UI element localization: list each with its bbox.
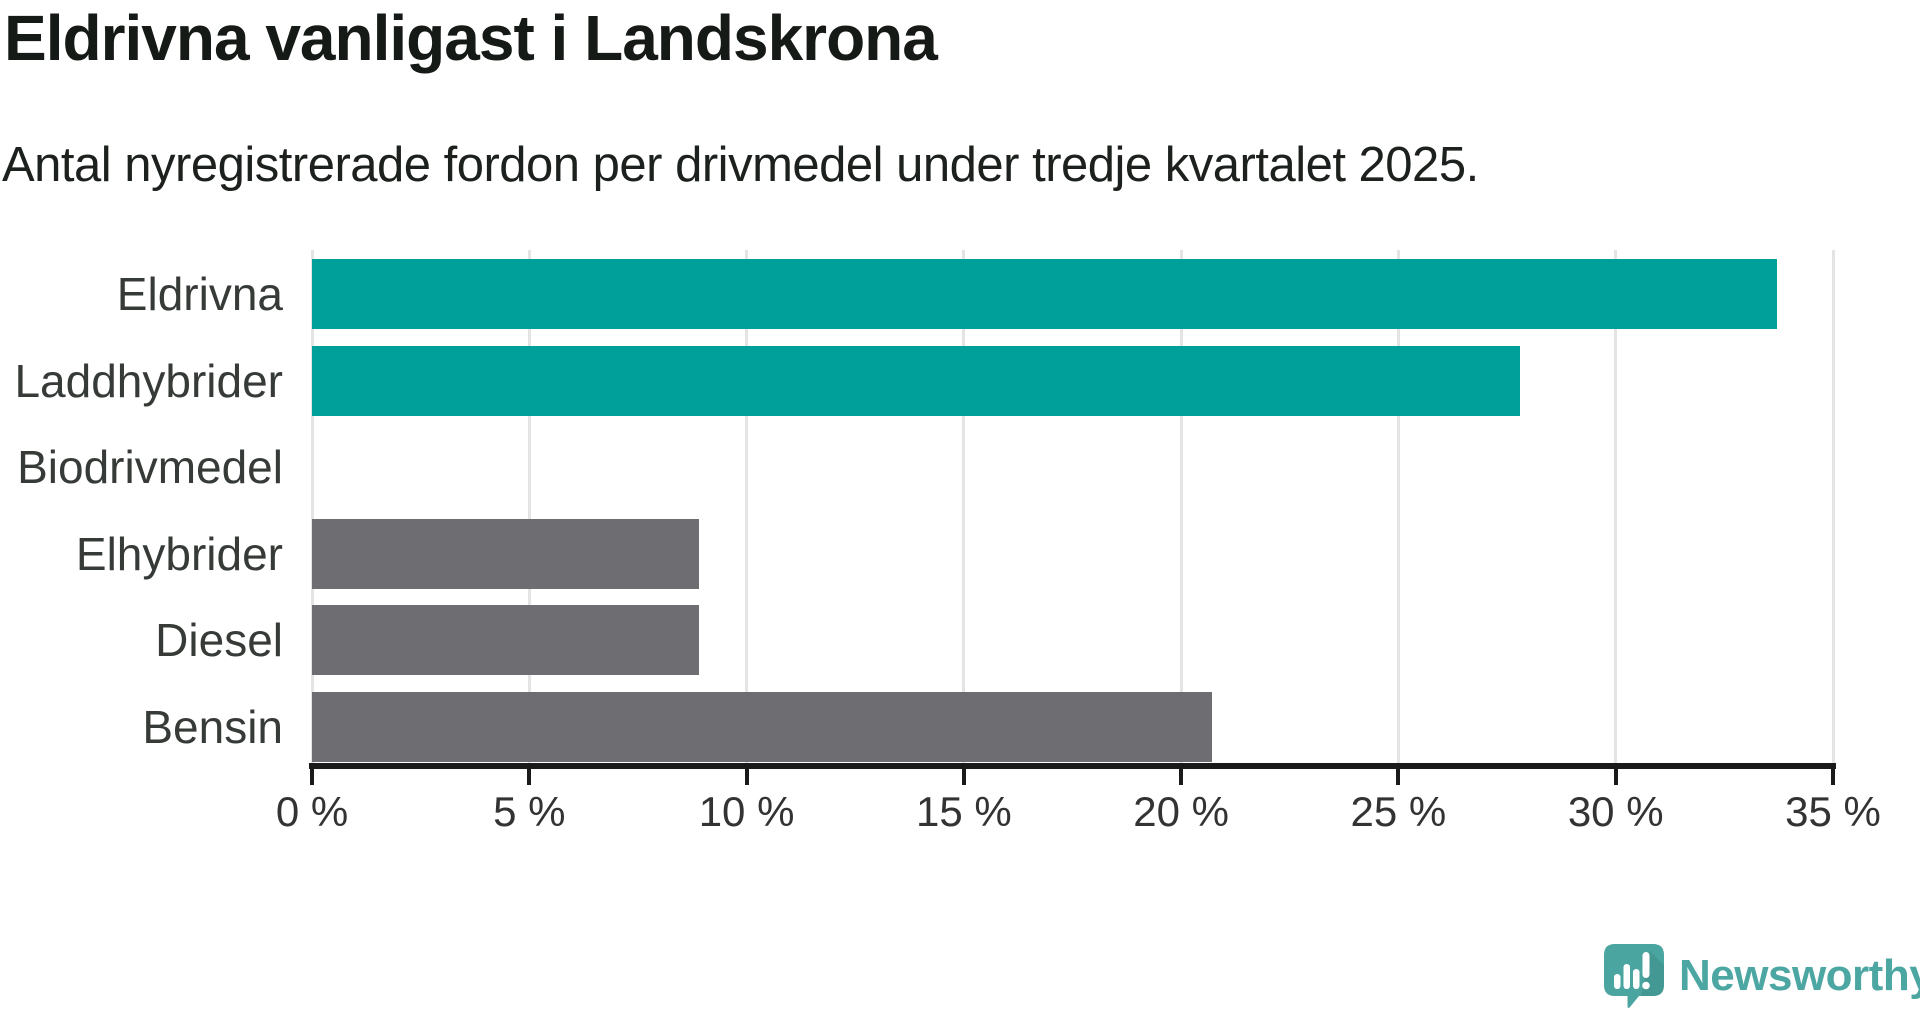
x-axis-tick [527,769,532,785]
x-axis-tick-label: 0 % [275,788,349,835]
category-label: Biodrivmedel [17,441,283,493]
gridline [310,250,314,763]
gridline [1614,250,1618,763]
gridline [962,250,966,763]
newsworthy-bubble-chart-icon [1604,944,1664,1008]
category-label: Eldrivna [116,268,283,320]
bar-elhybrider [312,518,699,589]
chart-subtitle: Antal nyregistrerade fordon per drivmede… [2,138,1479,192]
category-label: Bensin [142,700,283,753]
gridline [527,250,531,763]
x-axis-tick-label: 5 % [493,788,566,835]
category-label: Elhybrider [75,527,283,580]
x-axis-tick-label: 10 % [698,788,795,835]
x-axis-tick [961,769,966,785]
x-axis-tick [1396,769,1401,785]
bar-laddhybrider [312,345,1521,416]
x-axis-tick [310,769,314,785]
gridline [1831,250,1835,763]
bar-eldrivna [312,259,1777,329]
category-axis: Eldrivna Laddhybrider Biodrivmedel Elhybrid… [0,250,283,763]
newsworthy-wordmark: Newsworthy [1679,951,1920,1000]
chart-title: Eldrivna vanligast i Landskrona [4,2,938,74]
plot-area: 0 % 5 % 10 % 15 % 20 % 25 % 30 % 35 % [276,250,1881,835]
x-axis-tick-label: 15 % [915,788,1012,835]
newsworthy-logo: Newsworthy [1603,943,1920,1008]
x-axis-tick [1179,769,1184,785]
x-axis-tick [744,769,749,785]
x-axis-line [309,763,1836,769]
bar-diesel [312,605,699,675]
x-axis-tick-label: 35 % [1785,788,1881,835]
gridline [1396,250,1400,763]
category-label: Diesel [155,614,283,666]
x-axis-tick-label: 20 % [1133,788,1229,835]
gridline [1179,250,1183,763]
x-axis-tick [1613,769,1618,785]
x-axis-tick-label: 25 % [1350,788,1447,835]
x-axis-tick [1831,769,1835,785]
bar-bensin [312,691,1212,762]
x-axis-tick-label: 30 % [1567,788,1664,835]
gridline [745,250,749,763]
category-label: Laddhybrider [14,354,283,407]
